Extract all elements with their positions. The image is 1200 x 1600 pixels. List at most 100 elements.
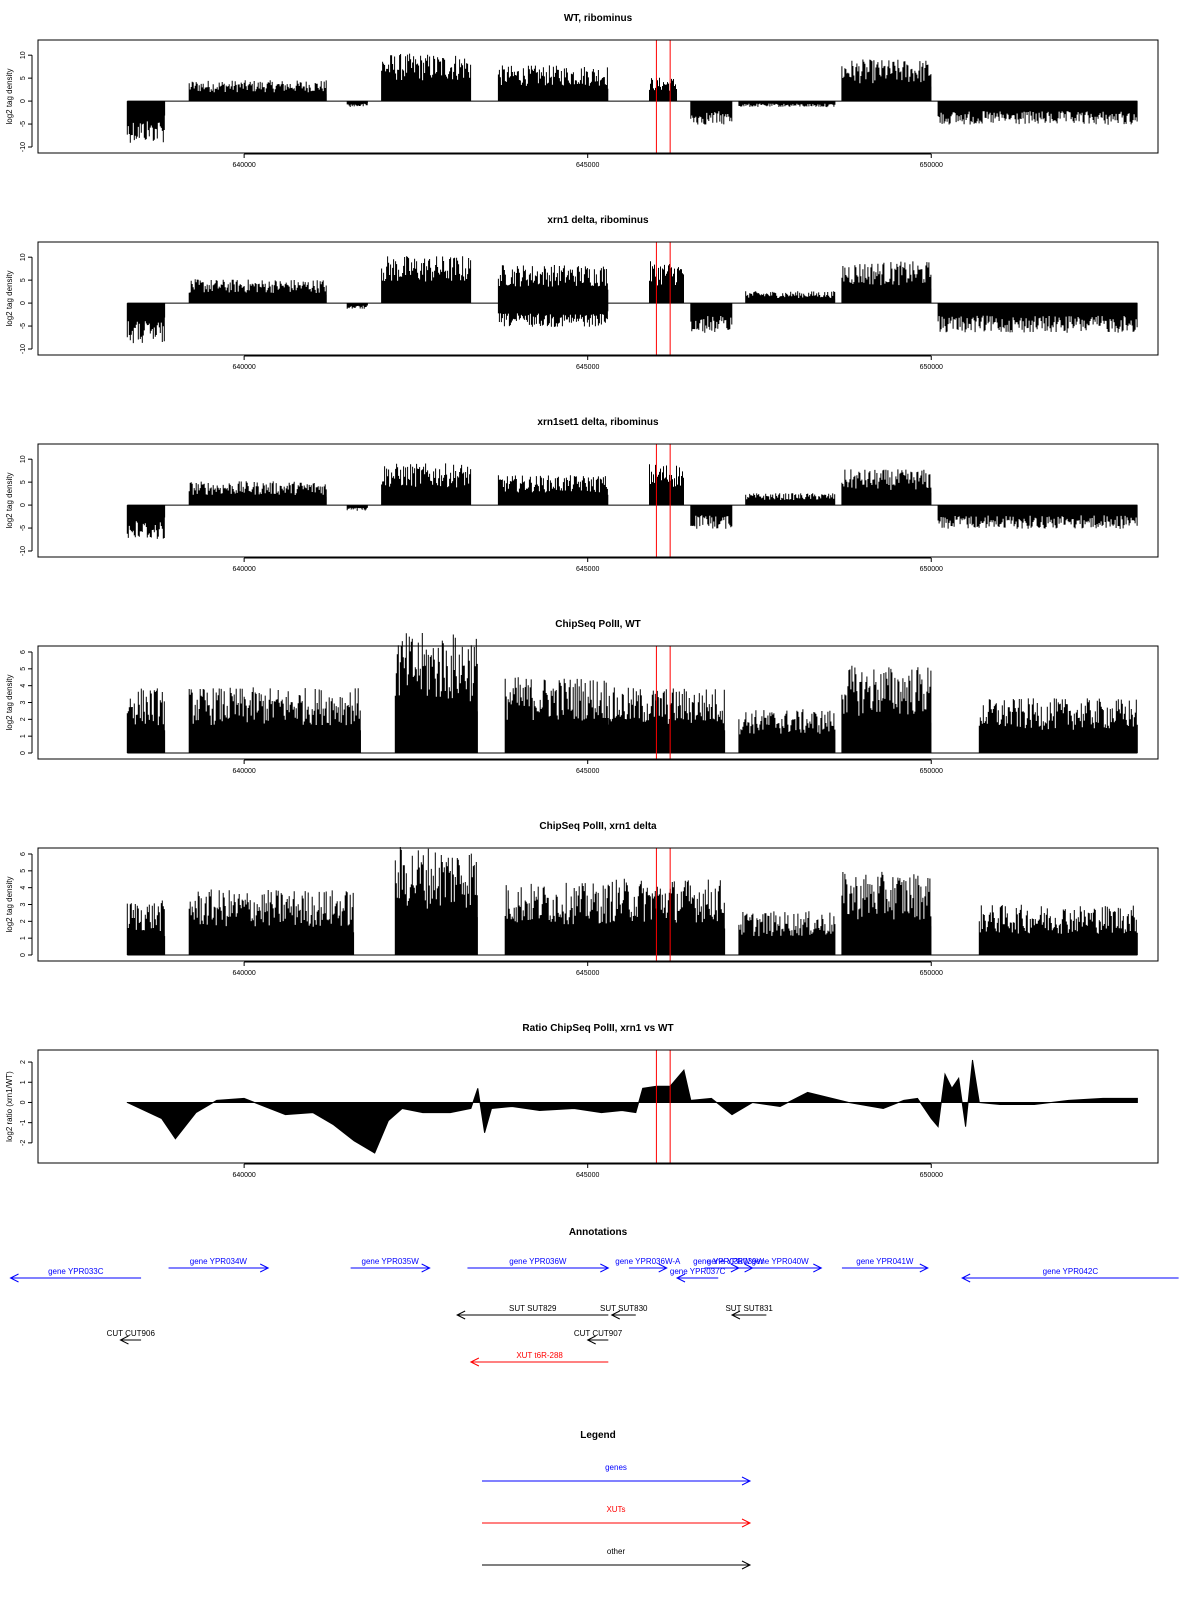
density-bars — [346, 303, 368, 309]
feature-label: gene YPR034W — [190, 1257, 248, 1266]
density-bars — [126, 900, 165, 955]
legend-entry: genes — [482, 1463, 752, 1486]
legend-title: Legend — [580, 1430, 616, 1441]
plot-frame — [37, 645, 1159, 760]
density-bars — [690, 303, 733, 333]
y-tick-label: -10 — [20, 344, 27, 354]
feature-annotation: CUT CUT906 — [107, 1329, 155, 1345]
density-bars — [841, 469, 932, 506]
x-tick-label: 650000 — [920, 566, 943, 573]
density-bars — [497, 65, 608, 102]
panel-title: ChipSeq PolII, xrn1 delta — [539, 821, 657, 832]
feature-annotation: gene YPR036W-A — [615, 1257, 681, 1273]
track-panel-5: ChipSeq PolII, xrn1 delta log2 tag densit… — [5, 821, 1159, 977]
panel-title: Ratio ChipSeq PolII, xrn1 vs WT — [522, 1023, 673, 1034]
y-tick-label: 3 — [20, 902, 27, 906]
density-bars — [497, 475, 608, 506]
density-bars — [497, 303, 608, 327]
y-tick-label: 5 — [20, 869, 27, 873]
x-tick-label: 645000 — [576, 1172, 599, 1179]
y-tick-label: 6 — [20, 852, 27, 856]
density-bars — [126, 101, 165, 143]
y-tick-label: 1 — [20, 734, 27, 738]
y-tick-label: -10 — [20, 546, 27, 556]
feature-label: SUT SUT829 — [509, 1304, 557, 1313]
y-axis-label: log2 tag density — [5, 472, 14, 528]
density-bars — [346, 101, 368, 107]
x-tick-label: 650000 — [920, 1172, 943, 1179]
track-panel-4: ChipSeq PolII, WT log2 tag density 0 1 2 3 4 5 6… — [5, 619, 1159, 775]
y-tick-label: -5 — [20, 323, 27, 329]
density-bars — [841, 261, 932, 304]
feature-annotation: gene YPR037C — [670, 1267, 726, 1283]
feature-label: gene YPR035W — [362, 1257, 420, 1266]
density-bars — [690, 505, 733, 529]
feature-label: gene YPR033C — [48, 1267, 104, 1276]
y-axis-label: log2 tag density — [5, 876, 14, 932]
y-tick-label: 5 — [20, 480, 27, 484]
density-bars — [649, 261, 684, 304]
density-bars — [394, 847, 478, 955]
x-tick-label: 640000 — [232, 566, 255, 573]
y-tick-label: 5 — [20, 76, 27, 80]
feature-label: SUT SUT830 — [600, 1304, 648, 1313]
plot-frame — [37, 443, 1159, 558]
plot-frame — [37, 241, 1159, 356]
density-bars — [649, 77, 677, 102]
feature-label: gene YPR036W-A — [615, 1257, 681, 1266]
feature-label: gene YPR037C — [670, 1267, 726, 1276]
y-tick-label: -5 — [20, 525, 27, 531]
feature-annotation: gene YPR042C — [961, 1267, 1179, 1283]
density-bars — [937, 303, 1138, 333]
feature-label: gene YPR039W — [707, 1257, 765, 1266]
density-bars — [745, 493, 836, 506]
feature-annotation: SUT SUT831 — [725, 1304, 773, 1320]
y-tick-label: 1 — [20, 936, 27, 940]
density-bars — [497, 265, 608, 304]
density-bars — [394, 633, 478, 753]
density-bars — [841, 871, 932, 955]
feature-annotation: CUT CUT907 — [574, 1329, 623, 1345]
track-panel-1: WT, ribominus log2 tag density -10 -5 0 5 10 64… — [5, 13, 1159, 169]
density-bars — [126, 505, 165, 539]
x-tick-label: 640000 — [232, 162, 255, 169]
y-tick-label: 0 — [20, 1100, 27, 1104]
x-tick-label: 645000 — [576, 768, 599, 775]
annotations-title: Annotations — [569, 1227, 628, 1238]
x-tick-label: 645000 — [576, 566, 599, 573]
y-tick-label: 0 — [20, 99, 27, 103]
feature-annotation: SUT SUT829 — [456, 1304, 609, 1320]
y-tick-label: -1 — [20, 1119, 27, 1125]
x-tick-label: 650000 — [920, 970, 943, 977]
y-tick-label: 4 — [20, 886, 27, 890]
density-bars — [126, 303, 165, 344]
y-tick-label: 10 — [20, 253, 27, 261]
x-tick-label: 645000 — [576, 970, 599, 977]
density-bars — [745, 291, 836, 304]
x-tick-label: 640000 — [232, 1172, 255, 1179]
density-bars — [841, 665, 932, 753]
x-tick-label: 645000 — [576, 364, 599, 371]
feature-annotation: gene YPR040W — [738, 1257, 823, 1273]
feature-label: XUT t6R-288 — [516, 1351, 563, 1360]
y-tick-label: 6 — [20, 650, 27, 654]
feature-label: gene YPR038W — [693, 1257, 751, 1266]
density-bars — [346, 505, 368, 511]
panel-title: ChipSeq PolII, WT — [555, 619, 641, 630]
y-axis-label: log2 ratio (xrn1/WT) — [5, 1071, 14, 1142]
y-tick-label: 0 — [20, 751, 27, 755]
y-tick-label: 2 — [20, 919, 27, 923]
density-bars — [978, 698, 1138, 753]
density-bars — [690, 101, 733, 125]
y-tick-label: 0 — [20, 301, 27, 305]
density-bars — [607, 878, 725, 955]
ratio-area — [126, 1059, 1138, 1154]
plot-frame — [37, 39, 1159, 154]
density-bars — [738, 101, 836, 108]
track-panel-6: Ratio ChipSeq PolII, xrn1 vs WT log2 rati… — [5, 1023, 1159, 1179]
x-tick-label: 640000 — [232, 970, 255, 977]
density-bars — [381, 53, 472, 102]
plot-frame — [37, 1049, 1159, 1164]
density-bars — [649, 464, 684, 506]
